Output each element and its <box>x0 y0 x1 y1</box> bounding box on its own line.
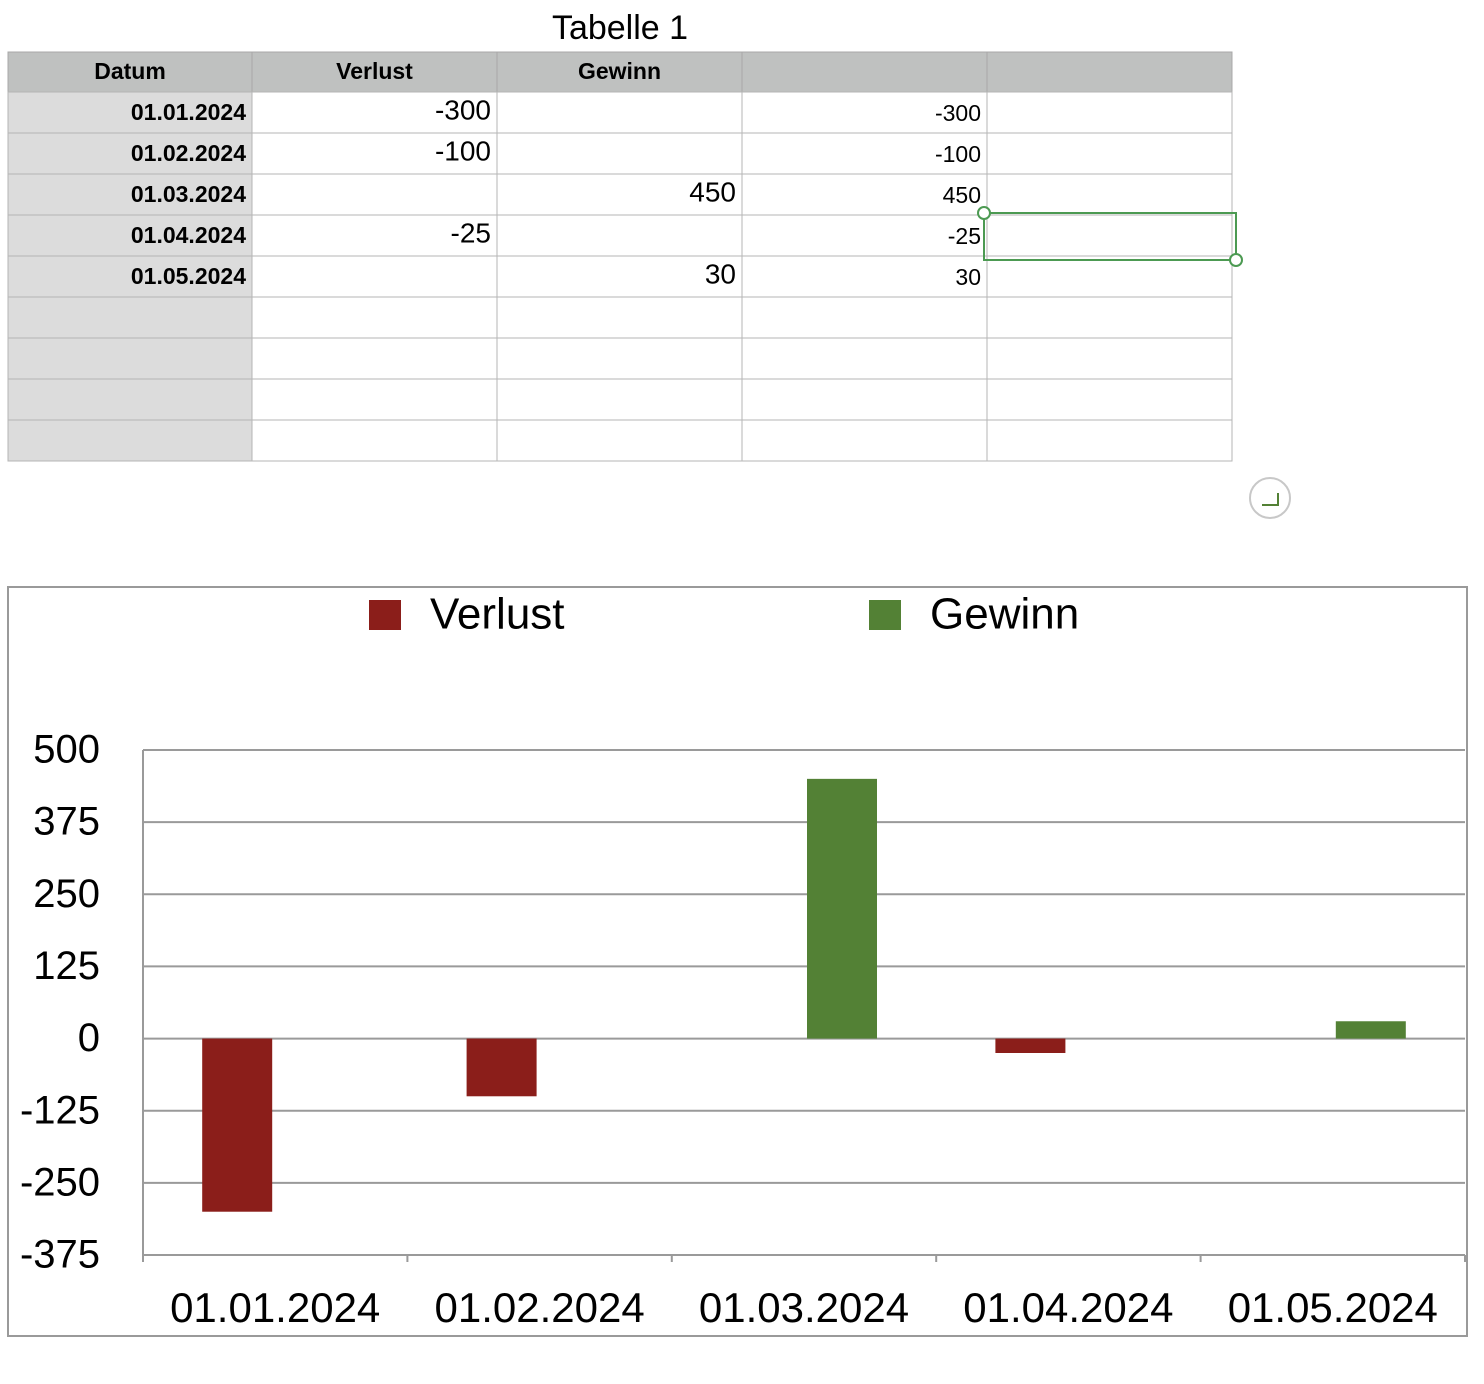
column-header: Datum <box>94 58 166 84</box>
value-cell: -25 <box>948 223 981 249</box>
y-tick-label: 250 <box>33 872 100 916</box>
column-header: Verlust <box>336 58 413 84</box>
cell[interactable] <box>986 296 1233 339</box>
cell[interactable] <box>741 255 988 298</box>
y-tick-label: -375 <box>20 1233 100 1277</box>
legend-label[interactable]: Verlust <box>430 590 565 639</box>
header-cell[interactable] <box>251 51 498 93</box>
value-cell: 30 <box>955 264 981 290</box>
x-tick-label: 01.04.2024 <box>963 1284 1173 1331</box>
cell[interactable] <box>986 337 1233 380</box>
x-tick-label: 01.05.2024 <box>1228 1284 1438 1331</box>
chart-frame[interactable] <box>7 586 1468 1337</box>
cell[interactable] <box>986 173 1233 216</box>
cell[interactable] <box>741 337 988 380</box>
selection <box>983 212 1237 261</box>
value-cell: -300 <box>935 100 981 126</box>
cell[interactable] <box>251 214 498 257</box>
date-cell: 01.04.2024 <box>131 222 246 248</box>
column-header: Gewinn <box>578 58 661 84</box>
cell[interactable] <box>251 255 498 298</box>
value-cell: -100 <box>435 135 491 166</box>
y-tick-label: 125 <box>33 944 100 988</box>
y-tick-label: 500 <box>33 728 100 772</box>
cell[interactable] <box>496 132 743 175</box>
value-cell: -25 <box>451 217 491 248</box>
value-cell: 30 <box>705 258 736 289</box>
legend-label[interactable]: Gewinn <box>930 590 1079 639</box>
row-header-cell[interactable] <box>7 214 253 257</box>
cell[interactable] <box>496 378 743 421</box>
header-cell[interactable] <box>741 51 988 93</box>
cell[interactable] <box>986 214 1233 257</box>
cell[interactable] <box>986 419 1233 462</box>
cell[interactable] <box>741 91 988 134</box>
row-header-cell[interactable] <box>7 378 253 421</box>
cell[interactable] <box>496 91 743 134</box>
value-cell: -100 <box>935 141 981 167</box>
value-cell: 450 <box>689 176 736 207</box>
row-header-cell[interactable] <box>7 337 253 380</box>
cell[interactable] <box>251 337 498 380</box>
cell[interactable] <box>496 214 743 257</box>
resize-icon <box>1262 493 1279 506</box>
bar[interactable] <box>466 1038 537 1097</box>
row-header-cell[interactable] <box>7 173 253 216</box>
cell[interactable] <box>741 173 988 216</box>
cell[interactable] <box>251 419 498 462</box>
header-cell[interactable] <box>986 51 1233 93</box>
bar[interactable] <box>807 778 877 1039</box>
resize-handle[interactable] <box>1249 477 1291 519</box>
y-tick-label: 375 <box>33 800 100 844</box>
cell[interactable] <box>986 91 1233 134</box>
cell[interactable] <box>251 173 498 216</box>
selection-handle[interactable] <box>1229 253 1243 267</box>
date-cell: 01.01.2024 <box>131 99 246 125</box>
row-header-cell[interactable] <box>7 296 253 339</box>
cell[interactable] <box>741 296 988 339</box>
cell[interactable] <box>986 132 1233 175</box>
cell[interactable] <box>741 378 988 421</box>
selection-handle[interactable] <box>977 206 991 220</box>
cell[interactable] <box>986 255 1233 298</box>
date-cell: 01.03.2024 <box>131 181 246 207</box>
cell[interactable] <box>496 419 743 462</box>
y-tick-label: 0 <box>78 1016 100 1060</box>
cell[interactable] <box>251 296 498 339</box>
legend-swatch[interactable] <box>369 600 401 630</box>
cell[interactable] <box>496 173 743 216</box>
x-tick-label: 01.02.2024 <box>434 1284 644 1331</box>
value-cell: -300 <box>435 94 491 125</box>
cell[interactable] <box>251 378 498 421</box>
cell[interactable] <box>496 337 743 380</box>
cell[interactable] <box>741 419 988 462</box>
bar[interactable] <box>995 1038 1066 1053</box>
cell[interactable] <box>496 296 743 339</box>
value-cell: 450 <box>943 182 981 208</box>
x-tick-label: 01.03.2024 <box>699 1284 909 1331</box>
cell[interactable] <box>986 378 1233 421</box>
cell[interactable] <box>741 132 988 175</box>
date-cell: 01.05.2024 <box>131 263 246 289</box>
y-tick-label: -125 <box>20 1088 100 1132</box>
y-tick-label: -250 <box>20 1160 100 1204</box>
bar[interactable] <box>202 1038 273 1212</box>
cell[interactable] <box>741 214 988 257</box>
date-cell: 01.02.2024 <box>131 140 246 166</box>
legend-swatch[interactable] <box>869 600 901 630</box>
table-title[interactable]: Tabelle 1 <box>552 9 688 47</box>
row-header-cell[interactable] <box>7 419 253 462</box>
bar[interactable] <box>1335 1021 1406 1039</box>
x-tick-label: 01.01.2024 <box>170 1284 380 1331</box>
